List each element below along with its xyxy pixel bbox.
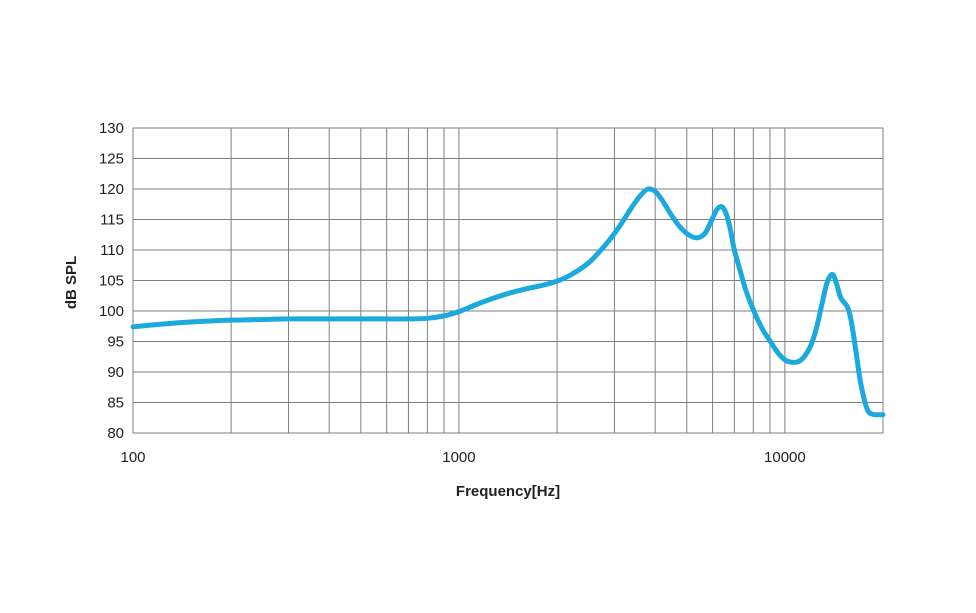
x-axis-title: Frequency[Hz]	[456, 483, 560, 500]
y-tick-label: 80	[107, 425, 124, 442]
y-tick-label: 85	[107, 395, 124, 412]
x-tick-label: 100	[120, 449, 145, 466]
y-tick-label: 125	[99, 151, 124, 168]
x-tick-label: 10000	[764, 449, 806, 466]
series-line-1	[130, 186, 886, 418]
grid	[132, 127, 884, 434]
y-tick-label: 120	[99, 181, 124, 198]
y-tick-label: 90	[107, 364, 124, 381]
series-layer	[130, 186, 886, 418]
y-axis-title: dB SPL	[63, 256, 80, 309]
y-tick-label: 95	[107, 334, 124, 351]
y-tick-label: 130	[99, 120, 124, 137]
y-tick-label: 110	[100, 242, 124, 259]
y-tick-label: 105	[99, 273, 124, 290]
x-tick-label: 1000	[442, 449, 475, 466]
x-axis-ticks: 100 1000 10000	[120, 449, 805, 466]
y-axis-ticks: 80 85 90 95 100 105 110 115 120 125 130	[99, 120, 124, 442]
y-tick-label: 115	[100, 212, 124, 229]
y-tick-label: 100	[99, 303, 124, 320]
